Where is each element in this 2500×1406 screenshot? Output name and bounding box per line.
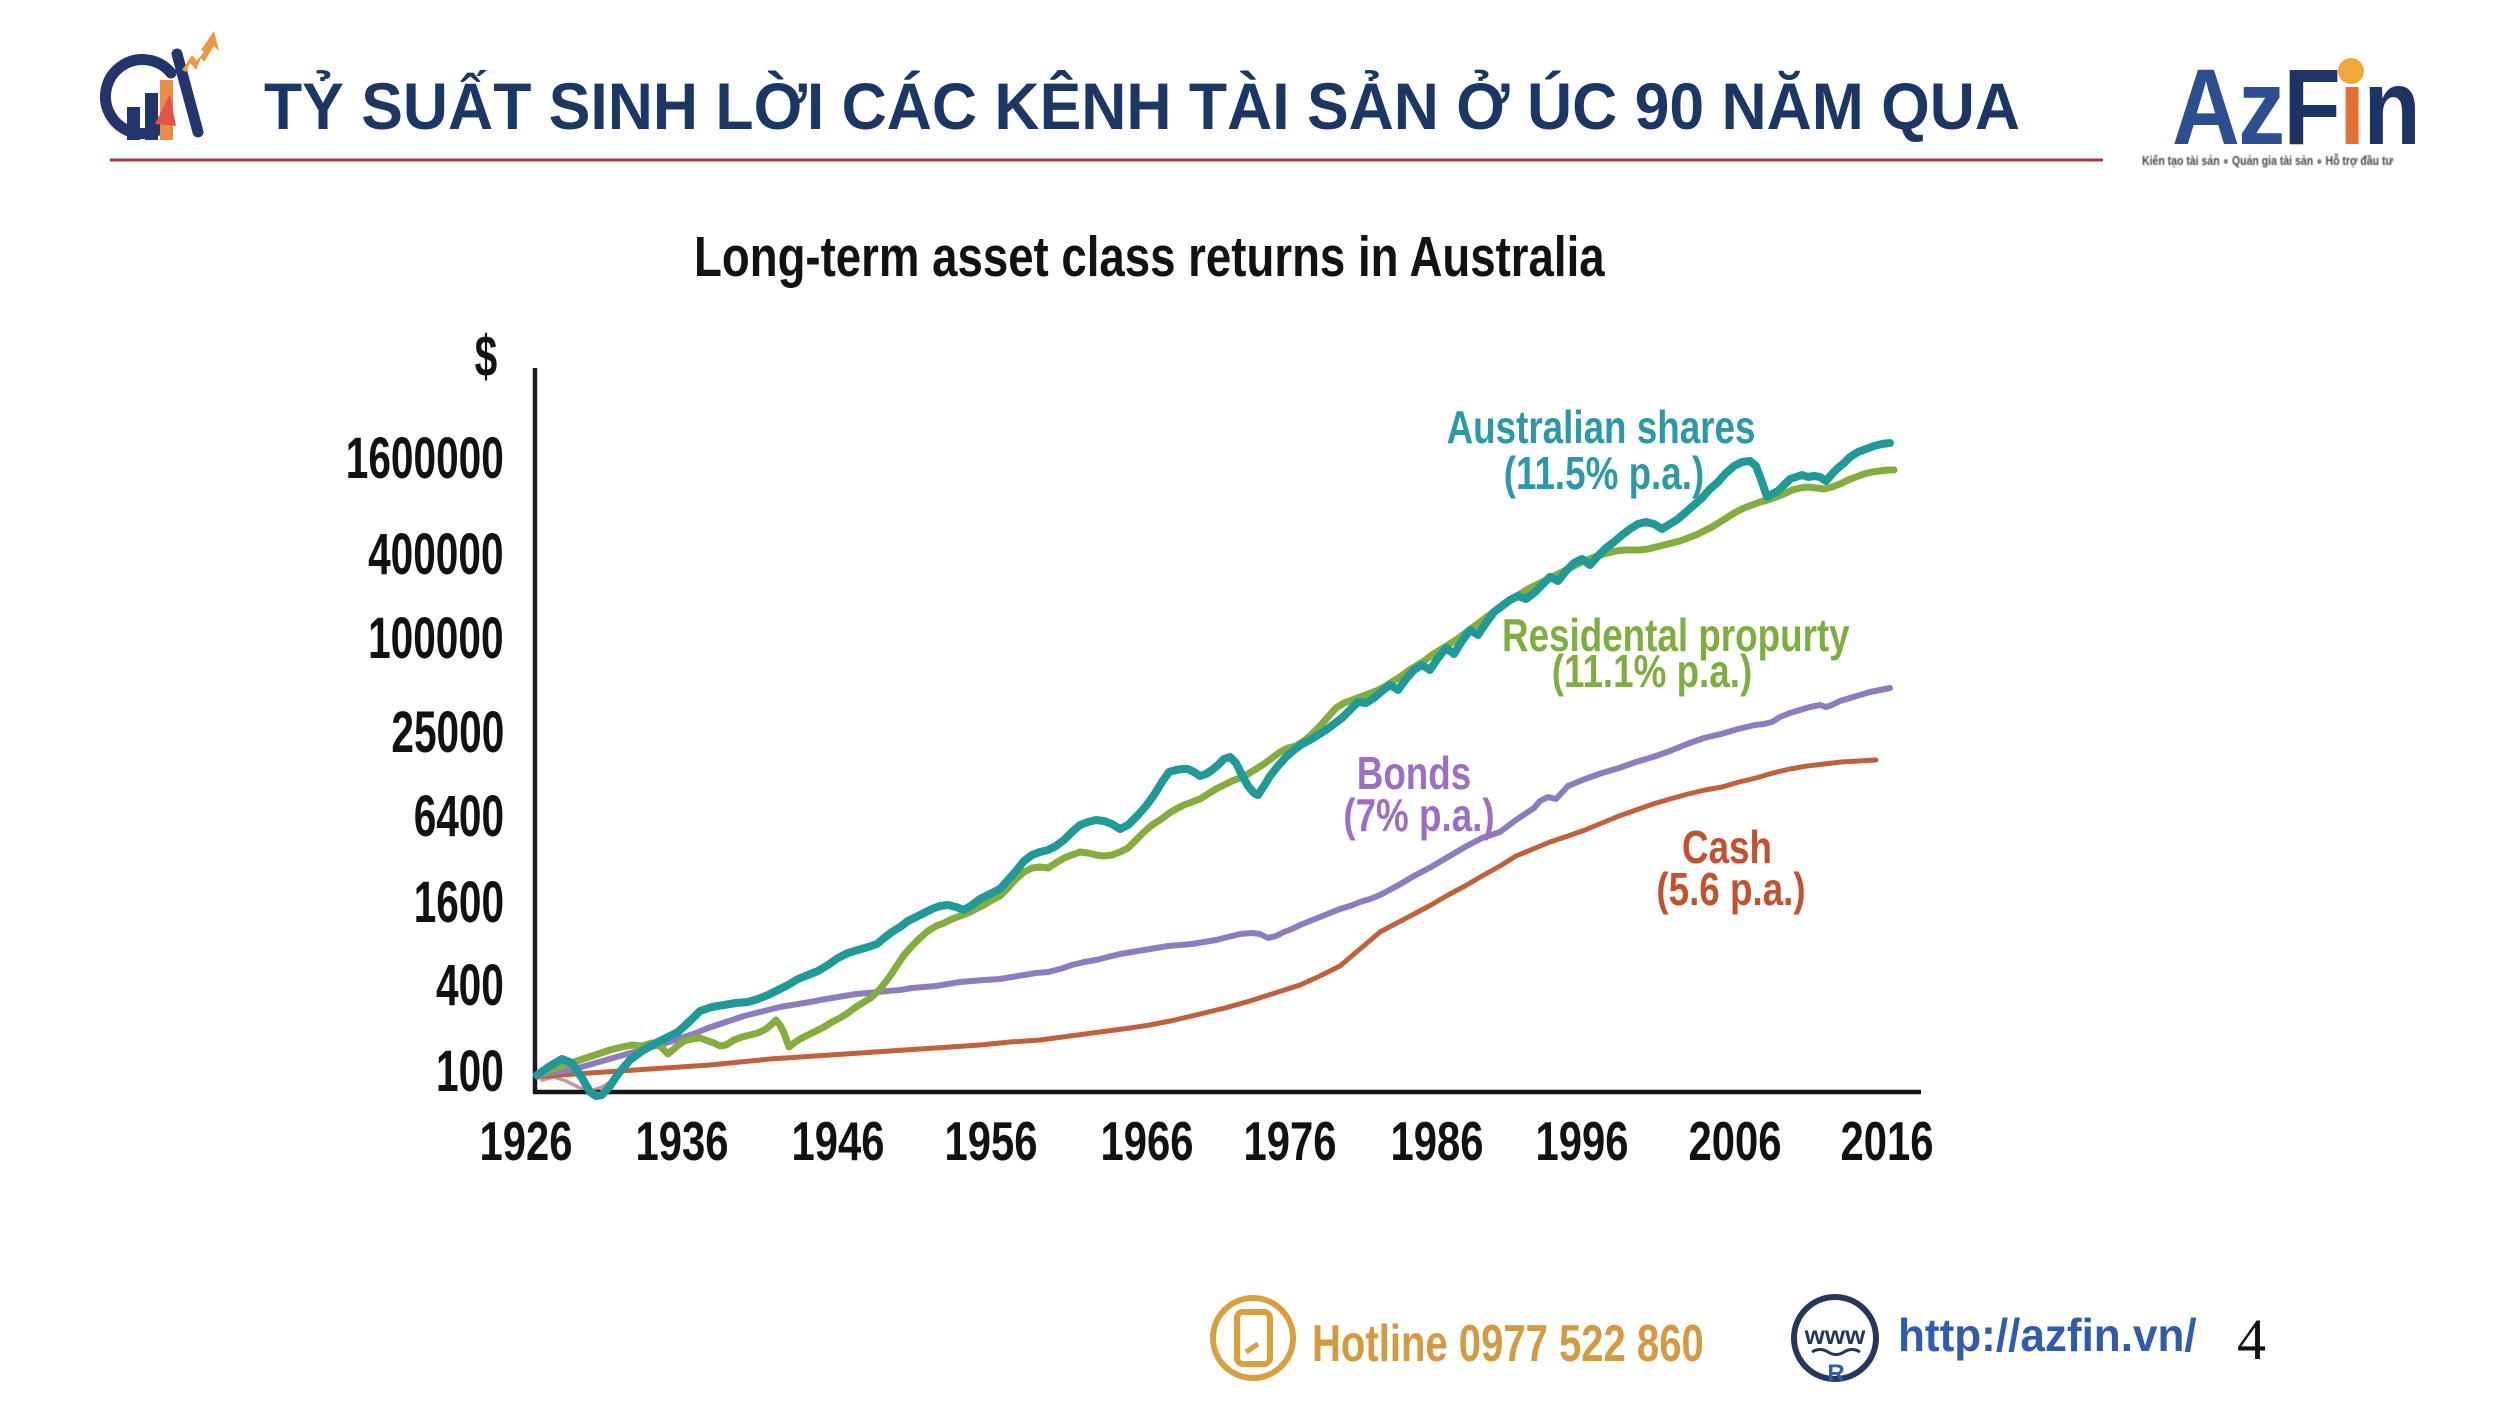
svg-text:R: R xyxy=(1827,1360,1844,1387)
svg-text:www: www xyxy=(1804,1320,1866,1350)
